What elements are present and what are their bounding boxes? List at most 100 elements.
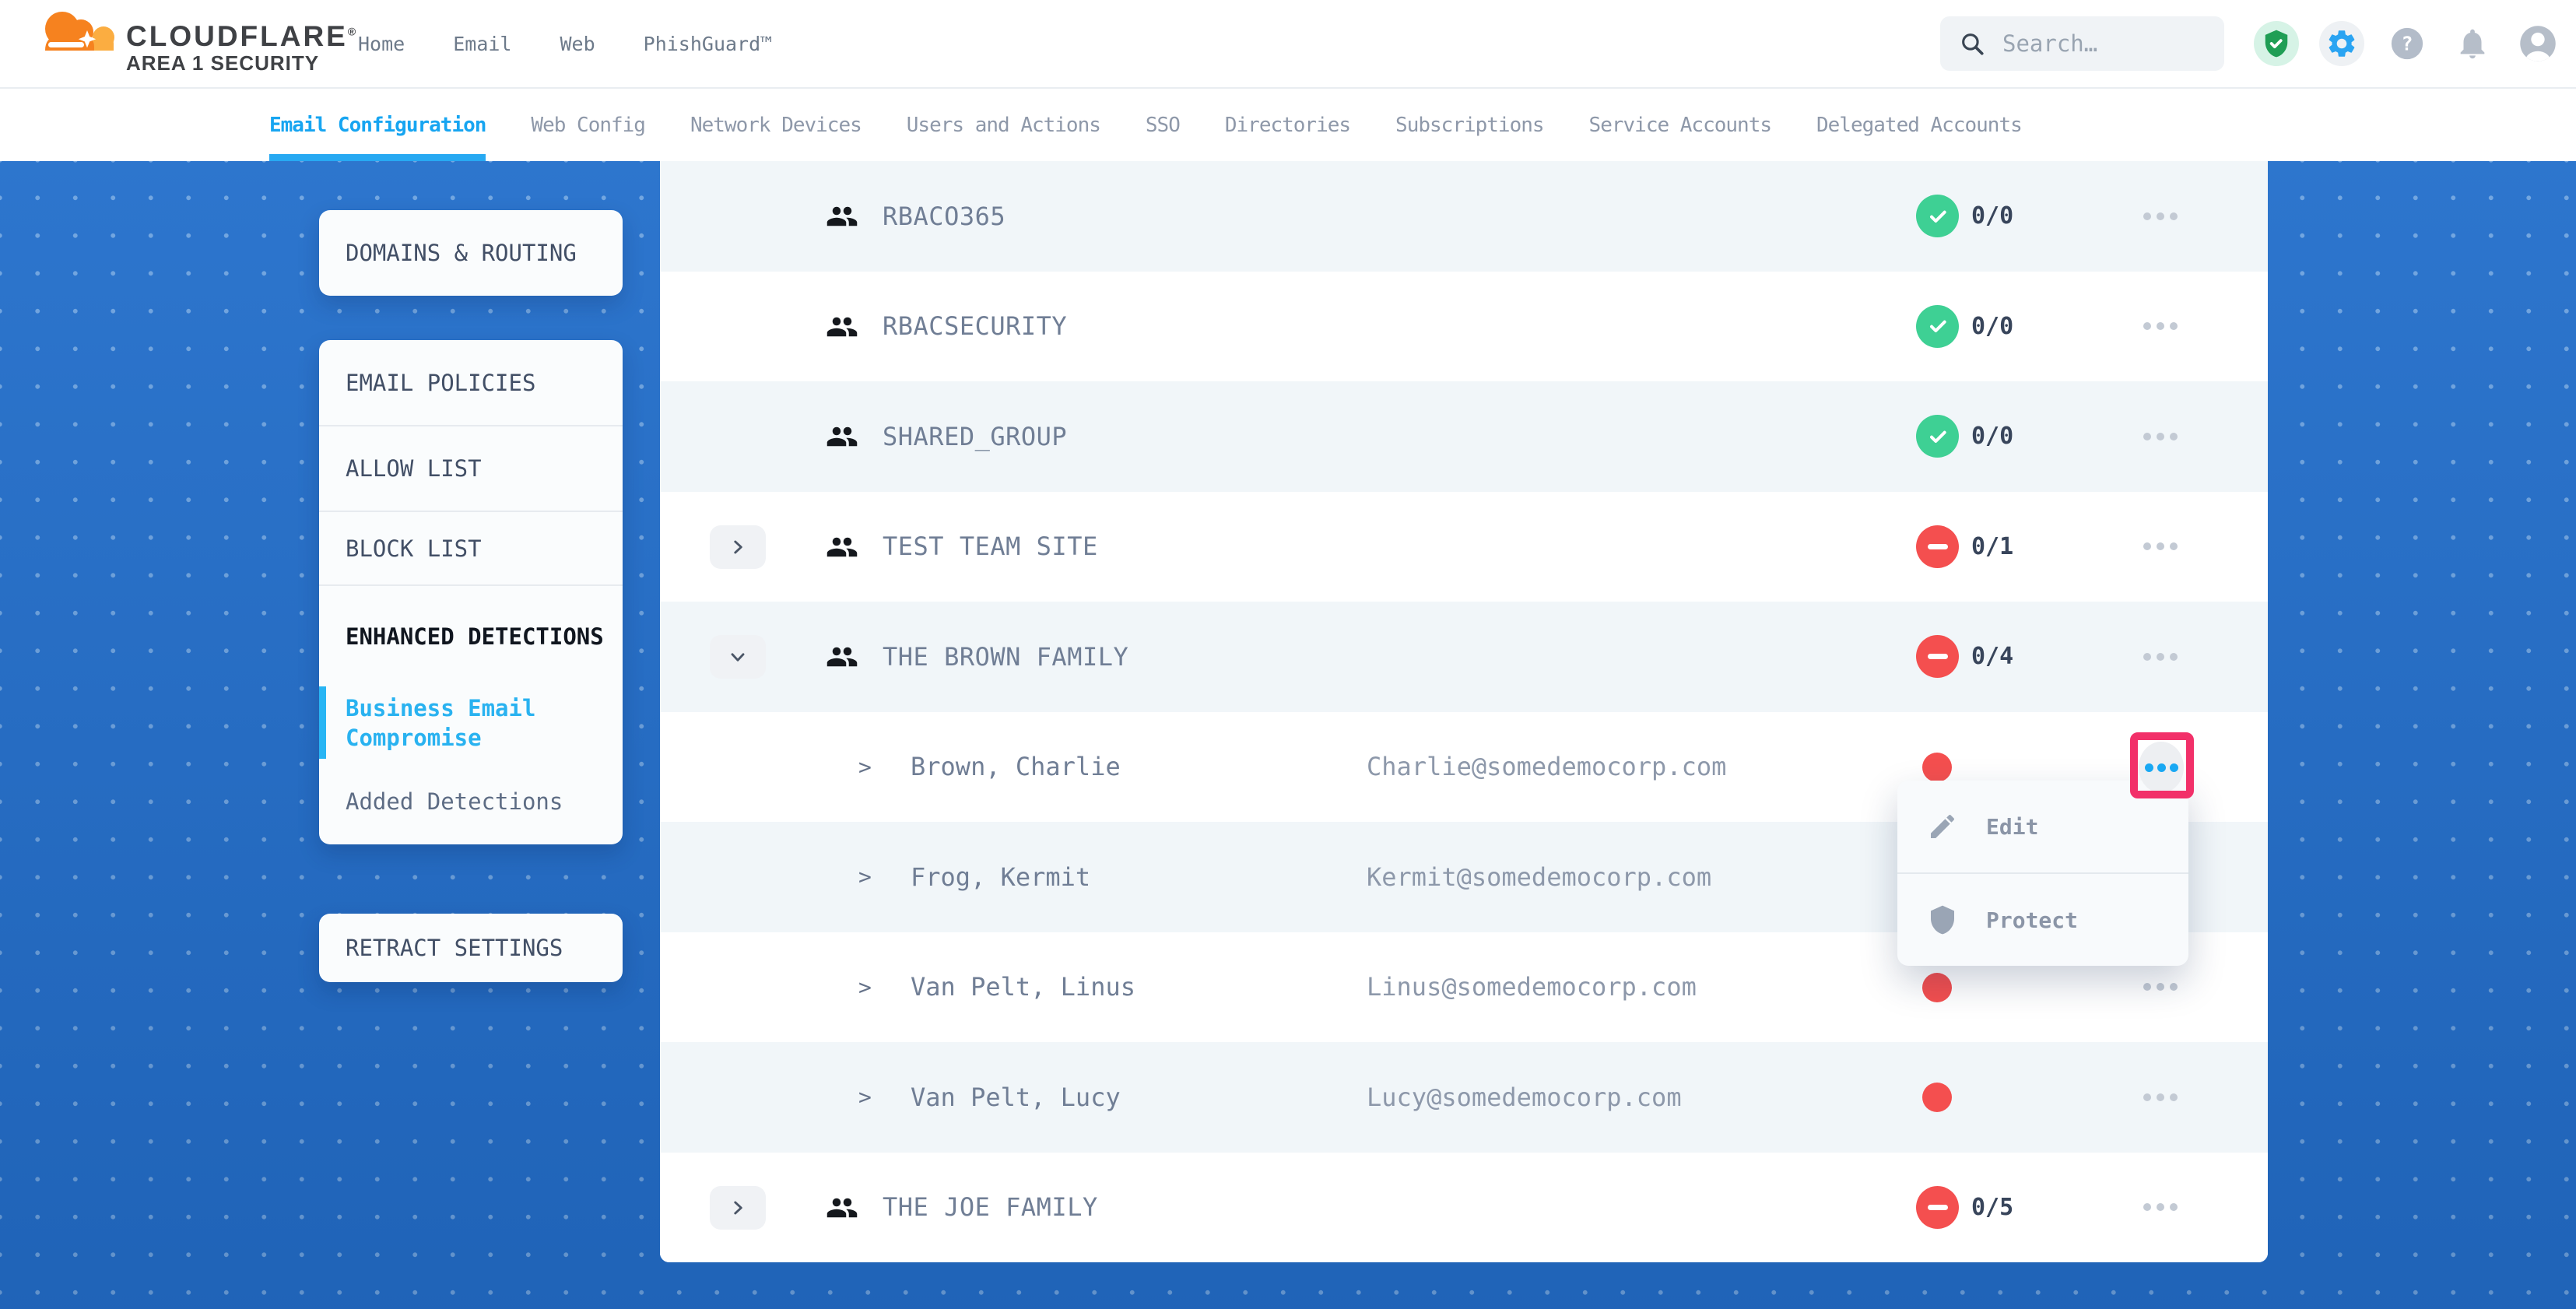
header-help-icon-button[interactable]: ? [2385, 21, 2430, 66]
member-name: Brown, Charlie [911, 752, 1121, 782]
row-actions-button[interactable] [2143, 272, 2178, 382]
table-row-group: THE BROWN FAMILY 0/4 [660, 602, 2268, 712]
top-nav-link-email[interactable]: Email [453, 32, 512, 55]
menu-item-label: Edit [1986, 813, 2039, 840]
brand-subtitle: AREA 1 SECURITY [126, 51, 320, 75]
tab-sso[interactable]: SSO [1145, 113, 1181, 137]
gear-icon [2329, 30, 2355, 57]
check-icon [1929, 430, 1946, 443]
row-actions-button-highlighted[interactable] [2139, 742, 2184, 793]
top-nav-link-home[interactable]: Home [358, 32, 405, 55]
active-tab-underline [269, 154, 486, 161]
header-icons: ? [2254, 0, 2560, 87]
chevron-down-icon [731, 653, 745, 662]
sidebar-item-added-detections[interactable]: Added Detections [346, 788, 563, 815]
group-name: TEST TEAM SITE [883, 532, 1098, 562]
protected-count: 0/0 [1971, 202, 2014, 230]
sidebar-item-business-email-compromise[interactable]: Business Email Compromise [346, 694, 536, 751]
shield-icon [1931, 905, 1954, 935]
member-name: Van Pelt, Linus [911, 972, 1135, 1002]
protected-count: 0/0 [1971, 312, 2014, 340]
brand-name: CLOUDFLARE® [126, 20, 359, 52]
context-menu: Edit Protect [1897, 781, 2188, 966]
status-protected-icon [1916, 304, 1959, 348]
group-name: SHARED_GROUP [883, 421, 1068, 451]
member-chevron-icon[interactable]: > [858, 864, 872, 890]
secondary-nav: Email Configuration Web Config Network Dev… [0, 89, 2576, 161]
menu-item-label: Protect [1986, 907, 2079, 933]
protected-count: 0/5 [1971, 1193, 2014, 1221]
sidebar-item-retract-settings: RETRACT SETTINGS [346, 935, 563, 961]
sidebar-item-block-list[interactable]: BLOCK LIST [319, 512, 623, 586]
header-shield-check-icon-button[interactable] [2254, 21, 2299, 66]
people-icon [826, 537, 858, 556]
header-bell-icon-button[interactable] [2450, 21, 2495, 66]
status-unprotected-dot [1922, 752, 1952, 782]
top-nav-link-web[interactable]: Web [560, 32, 595, 55]
tab-subscriptions[interactable]: Subscriptions [1395, 113, 1544, 137]
group-name: RBACO365 [883, 201, 1006, 231]
tab-delegated-accounts[interactable]: Delegated Accounts [1816, 113, 2023, 137]
expand-toggle-button[interactable] [710, 635, 766, 679]
member-chevron-icon[interactable]: > [858, 753, 872, 780]
expand-toggle-button[interactable] [710, 525, 766, 569]
row-actions-button[interactable] [2143, 932, 2178, 1043]
tab-service-accounts[interactable]: Service Accounts [1588, 113, 1772, 137]
shield-check-icon [2265, 30, 2288, 58]
sidebar-item-allow-list[interactable]: ALLOW LIST [319, 426, 623, 512]
groups-table: RBACO365 0/0 RBACSECURITY 0/0 SHARED_GROUP 0/… [660, 161, 2268, 1262]
svg-text:?: ? [2402, 33, 2413, 55]
chevron-right-icon [734, 540, 742, 553]
cloudflare-logo-icon [45, 12, 114, 51]
people-icon [826, 426, 858, 447]
sidebar-item-email-policies[interactable]: EMAIL POLICIES [319, 340, 623, 426]
status-unprotected-dot [1922, 1083, 1952, 1112]
status-unprotected-icon [1916, 525, 1959, 568]
row-actions-button[interactable] [2143, 381, 2178, 492]
search-input[interactable]: Search… [1940, 16, 2224, 71]
chevron-right-icon [734, 1201, 742, 1214]
sidebar-card-domains-routing[interactable]: DOMAINS & ROUTING [319, 210, 623, 296]
header-gear-icon-button[interactable] [2319, 21, 2364, 66]
tab-network-devices[interactable]: Network Devices [690, 113, 862, 137]
tab-users-and-actions[interactable]: Users and Actions [906, 113, 1101, 137]
menu-item-edit[interactable]: Edit [1897, 781, 2188, 872]
member-email: Kermit@somedemocorp.com [1367, 862, 1712, 892]
header-account-icon-button[interactable] [2515, 21, 2560, 66]
status-unprotected-icon [1916, 635, 1959, 678]
row-actions-button[interactable] [2143, 602, 2178, 712]
expand-toggle-button[interactable] [710, 1185, 766, 1230]
status-unprotected-icon [1916, 1185, 1959, 1229]
people-icon [826, 647, 858, 667]
group-name: THE JOE FAMILY [883, 1192, 1098, 1223]
row-actions-button[interactable] [2143, 492, 2178, 602]
top-nav-link-phishguard[interactable]: PhishGuard™ [643, 32, 773, 55]
member-chevron-icon[interactable]: > [858, 974, 872, 1000]
protected-count: 0/0 [1971, 423, 2014, 451]
sidebar-card-retract-settings[interactable]: RETRACT SETTINGS [319, 914, 623, 982]
table-row-group: THE JOE FAMILY 0/5 [660, 1152, 2268, 1263]
tabs: Email Configuration Web Config Network Dev… [269, 89, 2023, 161]
member-chevron-icon[interactable]: > [858, 1084, 872, 1111]
people-icon [826, 1198, 858, 1217]
tab-web-config[interactable]: Web Config [531, 113, 646, 137]
member-email: Lucy@somedemocorp.com [1367, 1082, 1682, 1112]
member-name: Frog, Kermit [911, 862, 1091, 892]
check-icon [1929, 210, 1946, 223]
tab-directories[interactable]: Directories [1224, 113, 1351, 137]
active-item-indicator [319, 686, 326, 759]
table-row-member: > Van Pelt, Lucy Lucy@somedemocorp.com [660, 1042, 2268, 1153]
table-row-group: TEST TEAM SITE 0/1 [660, 491, 2268, 602]
row-actions-button[interactable] [2143, 1042, 2178, 1153]
tab-email-configuration[interactable]: Email Configuration [269, 113, 486, 137]
people-icon [826, 206, 858, 226]
menu-item-protect[interactable]: Protect [1897, 872, 2188, 966]
protected-count: 0/4 [1971, 643, 2014, 671]
row-actions-button[interactable] [2143, 161, 2178, 272]
sidebar-item-enhanced-detections[interactable]: ENHANCED DETECTIONS [346, 623, 604, 650]
pencil-icon [1931, 814, 1955, 838]
table-row-group: RBACO365 0/0 [660, 161, 2268, 272]
row-actions-button[interactable] [2143, 1153, 2178, 1263]
member-name: Van Pelt, Lucy [911, 1082, 1121, 1112]
